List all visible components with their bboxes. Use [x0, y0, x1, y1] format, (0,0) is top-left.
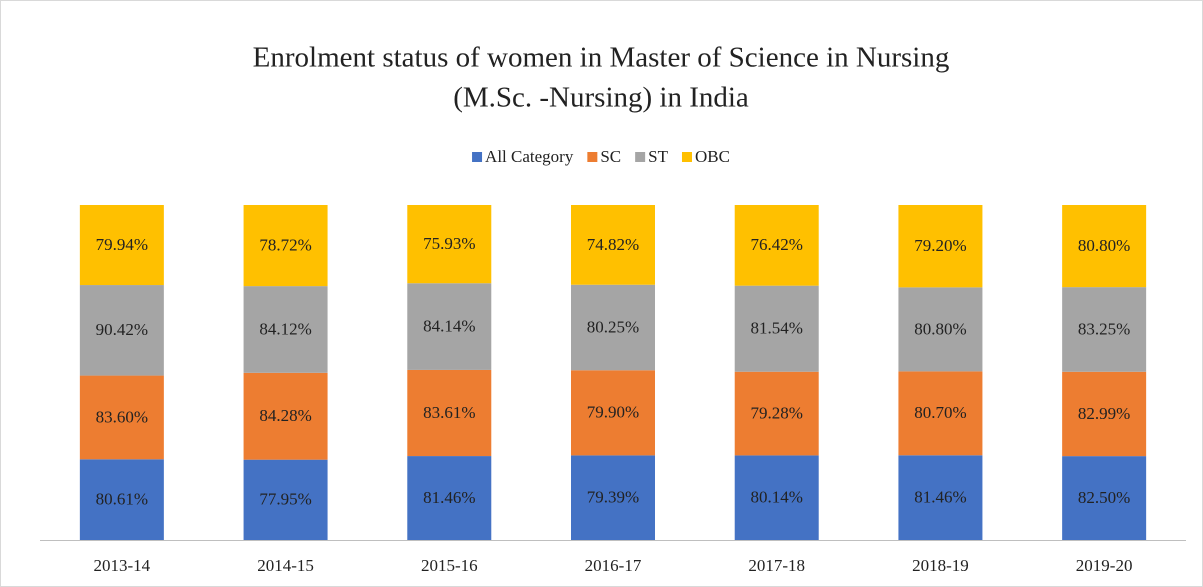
bar-segment [243, 286, 328, 373]
bar-segment [407, 205, 492, 284]
legend-marker [635, 152, 646, 162]
bar-segment [571, 370, 655, 456]
data-label: 79.28% [751, 403, 803, 422]
bar-segment [407, 369, 492, 457]
bar-segment [898, 455, 983, 540]
data-label: 82.50% [1078, 488, 1130, 507]
data-label: 80.25% [587, 317, 639, 336]
bar-segment [407, 283, 492, 370]
x-tick-label: 2018-19 [912, 556, 969, 575]
bar-segment [1062, 205, 1147, 288]
bar-segment [734, 455, 819, 540]
data-label: 84.12% [259, 319, 311, 338]
data-label: 84.28% [259, 406, 311, 425]
legend-label: ST [648, 147, 668, 166]
x-tick-label: 2013-14 [94, 556, 151, 575]
data-label: 83.25% [1078, 319, 1130, 338]
chart-title: (M.Sc. -Nursing) in India [453, 82, 749, 114]
bar-segment [407, 456, 492, 540]
data-label: 79.39% [587, 488, 639, 507]
x-tick-label: 2017-18 [748, 556, 805, 575]
bar-segment [571, 284, 655, 371]
bar-segment [734, 285, 819, 372]
x-tick-label: 2019-20 [1076, 556, 1133, 575]
bar-segment [1062, 287, 1147, 372]
x-tick-label: 2015-16 [421, 556, 478, 575]
legend-label: SC [600, 147, 621, 166]
data-label: 80.70% [914, 403, 966, 422]
data-label: 83.60% [96, 407, 148, 426]
bar-segment [571, 455, 655, 540]
bar-segment [79, 375, 164, 460]
data-label: 74.82% [587, 235, 639, 254]
legend-marker [472, 152, 483, 162]
legend-label: All Category [485, 147, 574, 166]
data-label: 79.94% [96, 235, 148, 254]
data-label: 76.42% [751, 235, 803, 254]
bar-segment [1062, 371, 1147, 457]
bar-segment [898, 371, 983, 456]
legend-marker [587, 152, 598, 162]
data-label: 75.93% [423, 234, 475, 253]
chart-title: Enrolment status of women in Master of S… [253, 42, 950, 74]
data-label: 80.80% [914, 319, 966, 338]
bar-segment [571, 205, 655, 285]
data-label: 83.61% [423, 403, 475, 422]
bar-segment [734, 371, 819, 456]
data-label: 80.61% [96, 490, 148, 509]
bar-segment [898, 287, 983, 372]
bar-segment [79, 285, 164, 376]
data-label: 81.46% [914, 488, 966, 507]
x-tick-label: 2014-15 [257, 556, 314, 575]
bar-segment [79, 205, 164, 286]
x-tick-label: 2016-17 [585, 556, 642, 575]
data-label: 84.14% [423, 316, 475, 335]
bar-segment [243, 459, 328, 540]
data-label: 90.42% [96, 320, 148, 339]
bar-segment [79, 459, 164, 540]
bar-segment [898, 205, 983, 288]
data-label: 78.72% [259, 235, 311, 254]
bar-segment [243, 372, 328, 460]
data-label: 80.80% [1078, 236, 1130, 255]
data-label: 80.14% [751, 488, 803, 507]
bar-segment [734, 205, 819, 286]
legend-label: OBC [695, 147, 730, 166]
data-label: 79.90% [587, 403, 639, 422]
bar-segment [243, 205, 328, 287]
data-label: 77.95% [259, 490, 311, 509]
data-label: 82.99% [1078, 404, 1130, 423]
data-label: 81.46% [423, 488, 475, 507]
data-label: 81.54% [751, 319, 803, 338]
bar-segment [1062, 456, 1147, 540]
legend-marker [681, 152, 692, 162]
data-label: 79.20% [914, 236, 966, 255]
